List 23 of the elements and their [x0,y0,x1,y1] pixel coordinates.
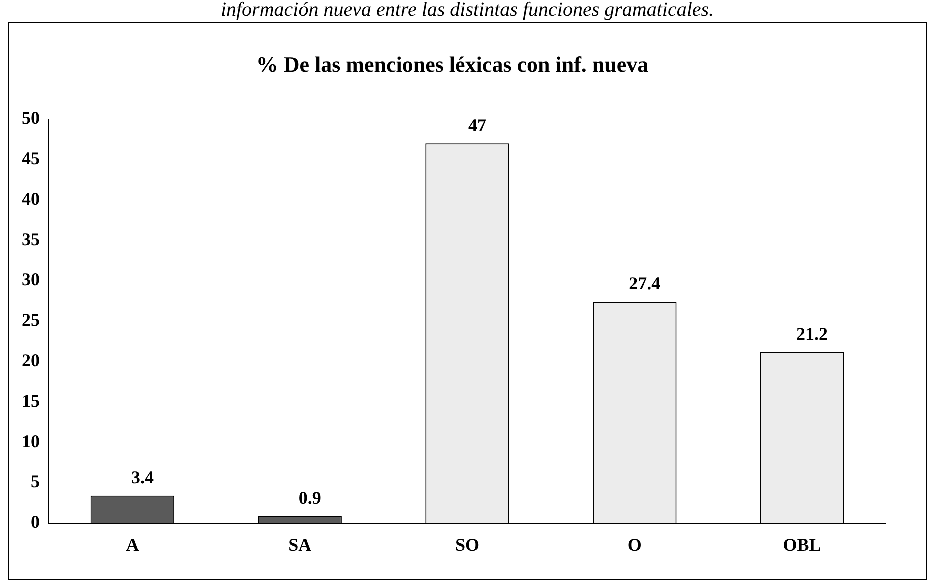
y-tick-label: 30 [22,270,40,290]
text: información nueva entre las distintas funciones gramaticales. [220,0,714,21]
y-tick-label: 45 [22,148,40,168]
y-tick-label: 0 [31,512,40,532]
y-tick-label: 35 [22,229,40,250]
x-tick-label: SO [455,534,480,555]
y-tick-label: 10 [22,431,40,452]
y-tick-label: 40 [22,188,40,209]
y-tick-label: 20 [22,350,40,370]
data-label: 21.2 [796,324,828,344]
data-label: 27.4 [629,274,661,294]
x-tick-label: O [628,534,642,555]
data-label: 47 [468,115,486,136]
x-tick-label: A [126,534,140,555]
data-label: 0.9 [298,488,322,508]
y-tick-label: 5 [31,472,40,492]
chart-title: % De las menciones léxicas con inf. nueva [256,52,649,77]
y-tick-label: 25 [22,310,40,330]
x-tick-label: OBL [783,534,822,555]
y-tick-label: 50 [22,108,40,128]
y-tick-label: 15 [22,390,40,411]
x-tick-label: SA [288,534,312,555]
data-label: 3.4 [131,468,154,488]
